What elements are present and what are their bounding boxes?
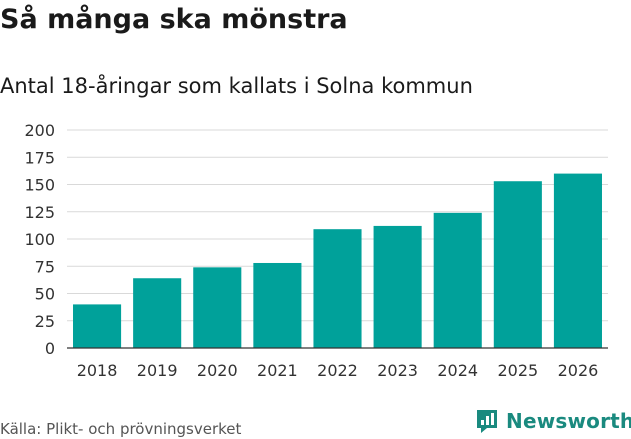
- brand-logo: Newsworthy: [475, 408, 631, 434]
- x-tick-label: 2019: [137, 361, 178, 380]
- y-tick-label: 0: [45, 339, 55, 358]
- bar-2025: [493, 181, 542, 348]
- bar-2026: [553, 173, 602, 348]
- y-tick-label: 125: [24, 203, 55, 222]
- x-tick-label: 2024: [437, 361, 478, 380]
- bar-2024: [433, 212, 482, 348]
- y-tick-label: 175: [24, 148, 55, 167]
- bars: [73, 173, 602, 348]
- bar-2023: [373, 225, 422, 348]
- y-tick-label: 75: [35, 257, 55, 276]
- bar-2022: [313, 229, 362, 348]
- newsworthy-logo-icon: [477, 410, 497, 433]
- y-tick-label: 50: [35, 285, 55, 304]
- y-tick-label: 100: [24, 230, 55, 249]
- x-tick-label: 2025: [497, 361, 538, 380]
- x-tick-label: 2021: [257, 361, 298, 380]
- bar-2021: [253, 262, 302, 348]
- y-tick-label: 200: [24, 121, 55, 140]
- x-tick-label: 2020: [197, 361, 238, 380]
- bar-chart: 0 25 50 75 100 125 150 175 200 2018 2019 2020 2021 20…: [24, 121, 608, 380]
- source-note: Källa: Plikt- och prövningsverket: [0, 420, 242, 438]
- x-tick-label: 2018: [77, 361, 118, 380]
- brand-name: Newsworthy: [506, 409, 631, 433]
- x-tick-label: 2022: [317, 361, 358, 380]
- bar-2019: [133, 278, 182, 348]
- chart-title: Så många ska mönstra: [0, 4, 348, 35]
- y-tick-label: 25: [35, 312, 55, 331]
- x-tick-label: 2023: [377, 361, 418, 380]
- y-tick-label: 150: [24, 176, 55, 195]
- x-tick-label: 2026: [558, 361, 599, 380]
- axes: 0 25 50 75 100 125 150 175 200 2018 2019 2020 2021 20…: [24, 121, 608, 380]
- chart-subtitle: Antal 18-åringar som kallats i Solna kom…: [0, 74, 473, 98]
- bar-2020: [193, 267, 242, 348]
- bar-2018: [73, 304, 122, 348]
